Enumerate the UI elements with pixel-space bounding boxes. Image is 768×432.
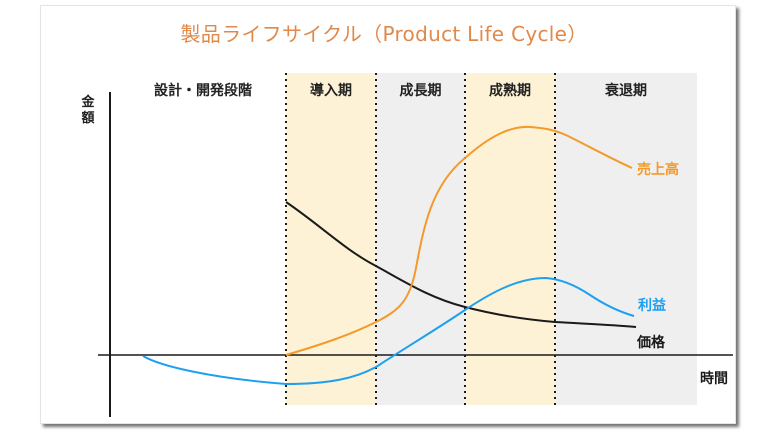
y-axis-label: 金額 bbox=[81, 95, 95, 126]
phase-label-growth: 成長期 bbox=[399, 83, 442, 99]
price-label: 価格 bbox=[637, 335, 665, 351]
x-axis-label: 時間 bbox=[700, 371, 728, 387]
profit-curve bbox=[142, 276, 635, 386]
sales-curve bbox=[285, 125, 633, 356]
phase-label-introduction: 導入期 bbox=[310, 83, 352, 99]
phase-label-maturity: 成熟期 bbox=[489, 83, 531, 99]
phase-label-development: 設計・開発段階 bbox=[154, 83, 252, 99]
profit-label: 利益 bbox=[638, 298, 666, 314]
band-growth bbox=[376, 73, 465, 405]
chart-title: 製品ライフサイクル（Product Life Cycle） bbox=[180, 22, 588, 46]
phase-label-decline: 衰退期 bbox=[605, 83, 647, 99]
band-decline bbox=[555, 73, 697, 405]
price-curve bbox=[285, 201, 637, 328]
phase-dividers bbox=[285, 73, 556, 405]
sales-label: 売上高 bbox=[637, 162, 679, 178]
